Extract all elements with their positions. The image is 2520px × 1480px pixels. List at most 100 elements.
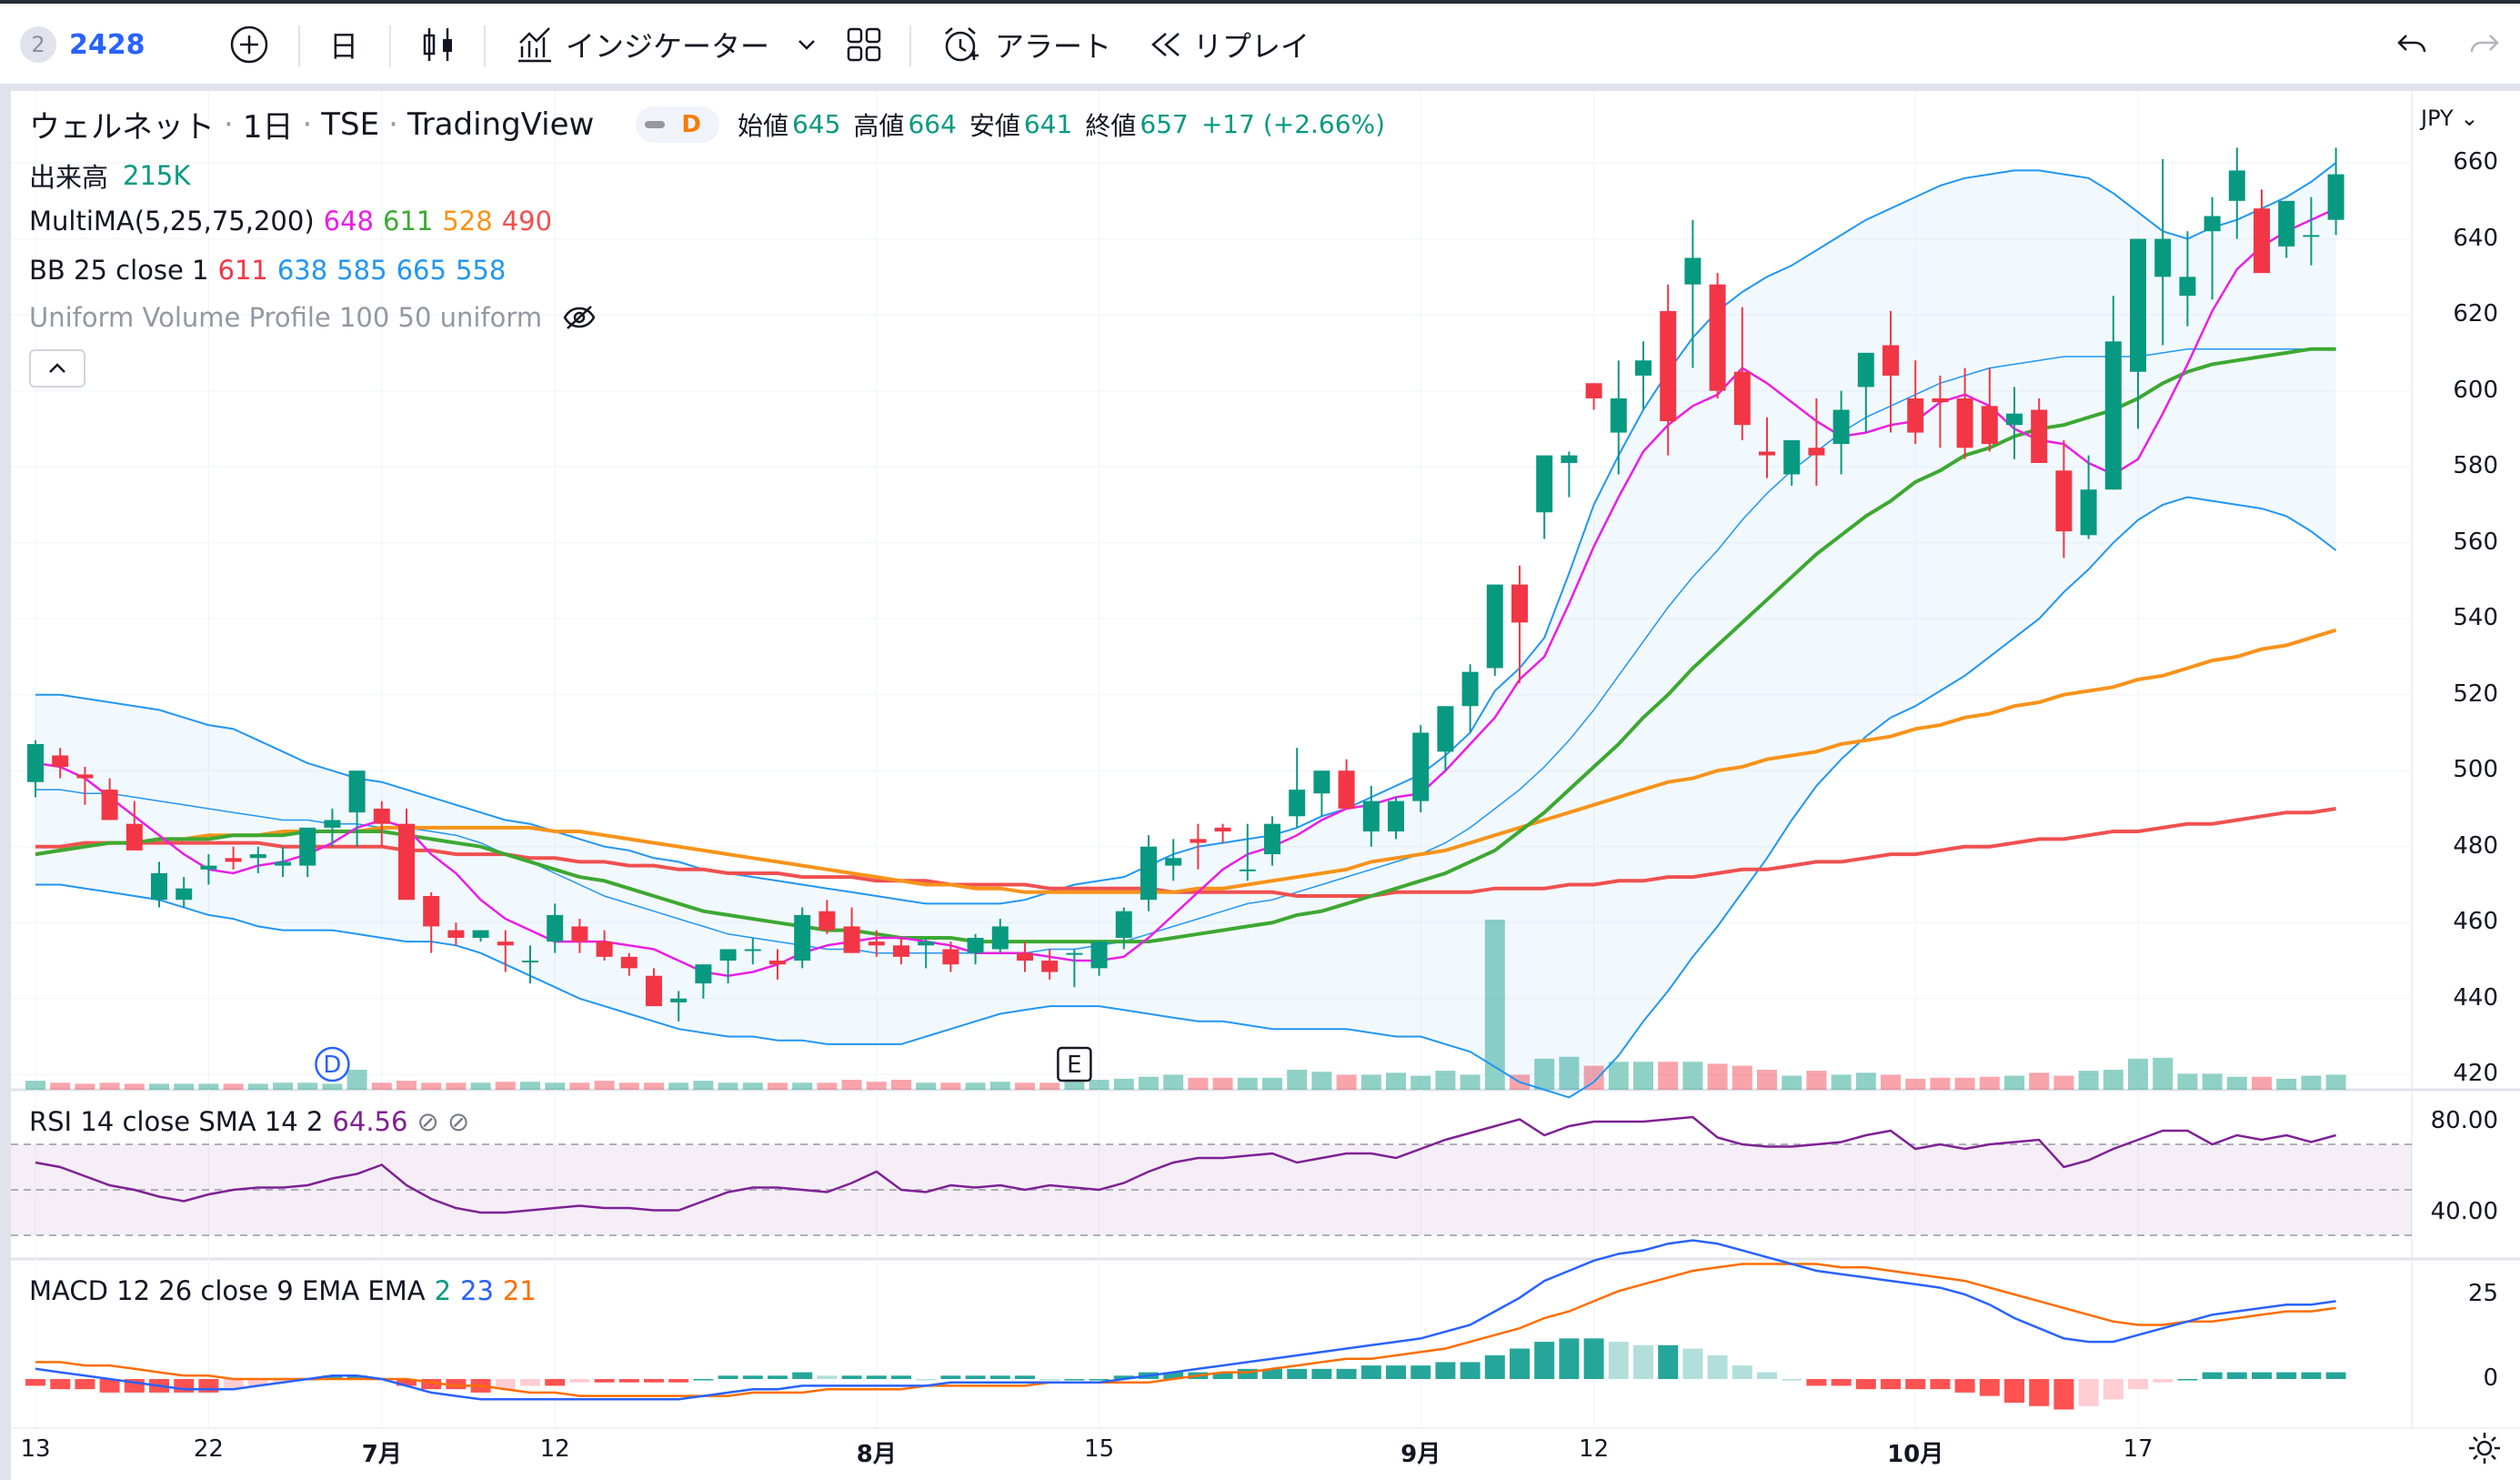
volume-bar bbox=[2301, 1075, 2322, 1090]
volume-bar bbox=[2276, 1078, 2297, 1090]
volume-bar bbox=[1237, 1077, 1258, 1090]
ma25-line bbox=[35, 347, 2336, 944]
volume-bar bbox=[149, 1083, 169, 1090]
macd-signal-line bbox=[35, 1263, 2336, 1397]
candle-body bbox=[695, 964, 712, 984]
collapse-legend-button[interactable] bbox=[29, 349, 85, 388]
candle-body bbox=[991, 926, 1009, 950]
candle-body bbox=[1882, 345, 1899, 376]
volume-bar bbox=[2053, 1075, 2074, 1090]
bb-value-5: 558 bbox=[455, 255, 507, 286]
volume-bar bbox=[1188, 1077, 1209, 1090]
candle-body bbox=[1759, 451, 1775, 456]
volume-bar bbox=[1855, 1072, 1876, 1090]
eye-hidden-icon[interactable] bbox=[562, 304, 597, 331]
volume-bar bbox=[569, 1082, 590, 1090]
source-text: TradingView bbox=[407, 106, 595, 143]
replay-button[interactable]: リプレイ bbox=[1148, 16, 1310, 73]
volume-bar bbox=[2325, 1074, 2346, 1090]
interval-button[interactable]: 日 bbox=[329, 16, 358, 73]
legend-volume-profile-row[interactable]: Uniform Volume Profile 100 50 uniform bbox=[29, 302, 597, 333]
candle-body bbox=[1338, 770, 1355, 809]
redo-button[interactable] bbox=[2466, 16, 2503, 73]
legend-macd-row[interactable]: MACD 12 26 close 9 EMA EMA 2 23 21 bbox=[29, 1275, 546, 1306]
bb-upper-line bbox=[35, 162, 2337, 905]
volume-bar bbox=[1336, 1074, 1357, 1090]
macd-histogram-bar bbox=[1262, 1368, 1282, 1379]
macd-histogram-bar bbox=[2103, 1379, 2123, 1400]
undo-icon bbox=[2397, 35, 2426, 53]
candle-body bbox=[2254, 208, 2270, 274]
legend-volume-row[interactable]: 出来高 215K bbox=[29, 156, 199, 195]
price-tick-label: 440 bbox=[2453, 983, 2498, 1012]
volume-bar bbox=[247, 1083, 268, 1090]
symbol-search-button[interactable]: 2 2428 bbox=[20, 16, 146, 73]
volume-value: 215K bbox=[123, 160, 191, 191]
candle-body bbox=[1190, 839, 1207, 843]
macd-tick-label: 25 bbox=[2467, 1280, 2498, 1307]
volume-bar bbox=[2177, 1073, 2198, 1090]
chevron-up-icon bbox=[49, 363, 65, 373]
indicators-button[interactable]: インジケーター bbox=[515, 16, 817, 73]
legend-rsi-row[interactable]: RSI 14 close SMA 14 2 64.56 ⊘ ⊘ bbox=[29, 1106, 478, 1137]
volume-bar bbox=[2252, 1076, 2272, 1090]
candle-body bbox=[1511, 584, 1528, 623]
macd-histogram-bar bbox=[1633, 1344, 1653, 1379]
macd-histogram-bar bbox=[916, 1379, 937, 1381]
macd-histogram-bar bbox=[1831, 1379, 1852, 1386]
macd-histogram-bar bbox=[50, 1379, 71, 1390]
candle-body bbox=[522, 961, 538, 963]
bb-value-4: 665 bbox=[396, 255, 447, 286]
candle-body bbox=[348, 770, 366, 813]
macd-histogram-bar bbox=[2153, 1379, 2174, 1383]
macd-histogram-bar bbox=[989, 1375, 1010, 1379]
alert-button[interactable]: アラート bbox=[940, 16, 1111, 73]
candle-body bbox=[843, 926, 860, 953]
settings-button[interactable] bbox=[2466, 1430, 2503, 1470]
volume-bar bbox=[618, 1082, 639, 1090]
rsi-value: 64.56 bbox=[332, 1106, 408, 1137]
volume-bar bbox=[99, 1082, 120, 1090]
data-status-badge[interactable]: D bbox=[636, 106, 719, 143]
volume-bar bbox=[594, 1081, 615, 1090]
price-tick-label: 560 bbox=[2453, 528, 2498, 556]
volume-bar bbox=[397, 1081, 417, 1090]
macd-histogram-bar bbox=[495, 1379, 516, 1390]
macd-histogram-bar bbox=[1608, 1342, 1629, 1379]
macd-histogram-bar bbox=[198, 1379, 219, 1393]
volume-bar bbox=[1682, 1062, 1703, 1090]
macd-histogram-bar bbox=[1212, 1372, 1233, 1379]
legend-bb-row[interactable]: BB 25 close 1 611 638 585 665 558 bbox=[29, 255, 515, 286]
legend-multima-row[interactable]: MultiMA(5,25,75,200) 648 611 528 490 bbox=[29, 206, 561, 237]
price-tick-label: 540 bbox=[2453, 604, 2498, 632]
replay-label: リプレイ bbox=[1193, 29, 1310, 64]
candle-body bbox=[1981, 406, 1998, 445]
volume-bar bbox=[371, 1082, 392, 1090]
macd-histogram-bar bbox=[1855, 1379, 1876, 1390]
volume-bar bbox=[1015, 1082, 1035, 1090]
macd-histogram-bar bbox=[1954, 1379, 1975, 1393]
currency-selector[interactable]: JPY ⌄ bbox=[2421, 106, 2479, 131]
time-tick-label: 22 bbox=[193, 1435, 224, 1463]
candle-body bbox=[1635, 360, 1652, 376]
volume-bar bbox=[1386, 1072, 1406, 1090]
templates-button[interactable] bbox=[846, 16, 882, 73]
macd-histogram-bar bbox=[1682, 1348, 1703, 1379]
macd-histogram-bar bbox=[1559, 1338, 1580, 1379]
compare-symbol-button[interactable] bbox=[229, 16, 269, 73]
time-tick-label: 12 bbox=[1579, 1435, 1610, 1463]
ma75-value: 528 bbox=[442, 206, 493, 237]
volume-bar bbox=[297, 1082, 318, 1090]
undo-button[interactable] bbox=[2394, 16, 2430, 73]
macd-histogram-bar bbox=[1658, 1344, 1679, 1379]
open-value: 645 bbox=[791, 109, 841, 139]
candle-body bbox=[1140, 846, 1157, 901]
candle-body bbox=[2228, 170, 2245, 201]
volume-bar bbox=[1411, 1075, 1431, 1090]
high-value: 664 bbox=[908, 109, 957, 139]
chart-type-button[interactable] bbox=[420, 16, 457, 73]
volume-bar bbox=[50, 1082, 71, 1090]
candle-body bbox=[1733, 371, 1751, 426]
